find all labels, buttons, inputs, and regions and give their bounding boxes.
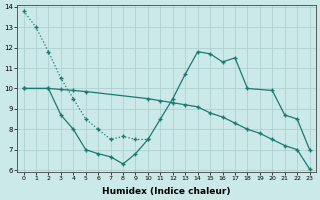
- X-axis label: Humidex (Indice chaleur): Humidex (Indice chaleur): [102, 187, 231, 196]
